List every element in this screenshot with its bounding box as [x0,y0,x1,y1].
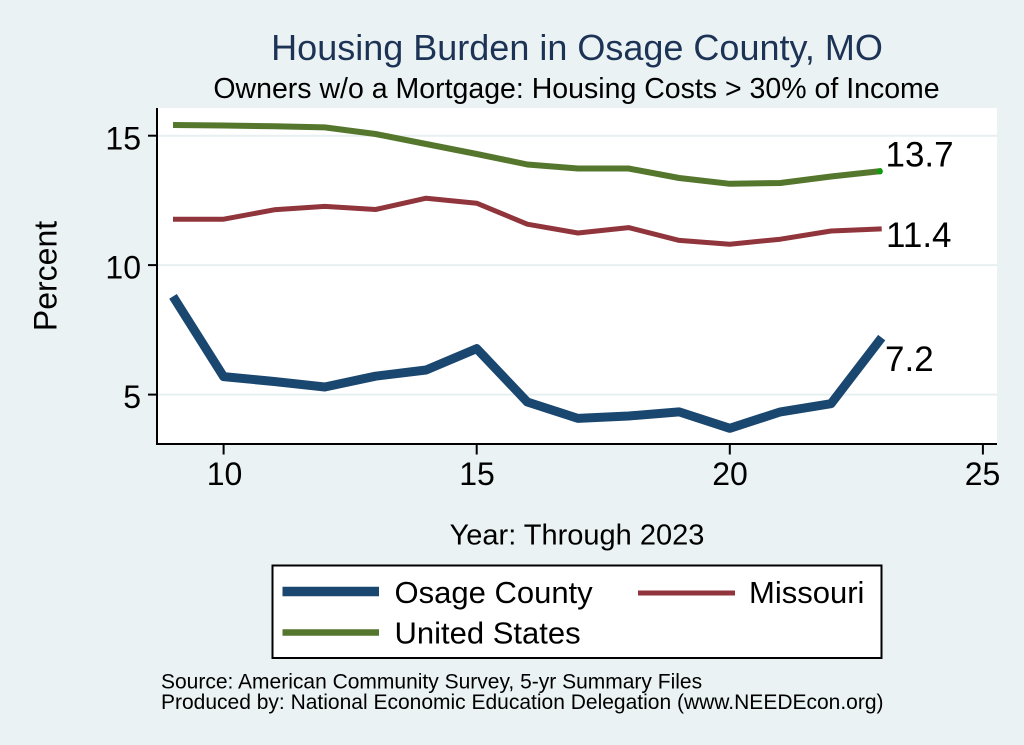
svg-text:United States: United States [395,616,581,651]
svg-text:Missouri: Missouri [749,575,864,610]
svg-text:20: 20 [712,456,748,492]
svg-text:15: 15 [105,120,141,156]
svg-text:Produced by: National Economic: Produced by: National Economic Education… [161,691,884,714]
svg-text:Osage County: Osage County [395,575,594,610]
svg-text:Year: Through 2023: Year: Through 2023 [450,520,705,552]
svg-text:Housing Burden in Osage County: Housing Burden in Osage County, MO [271,27,883,68]
svg-text:25: 25 [965,456,1001,492]
svg-text:10: 10 [207,456,243,492]
svg-text:Owners w/o a Mortgage: Housing: Owners w/o a Mortgage: Housing Costs > 3… [213,73,939,105]
svg-text:Percent: Percent [28,221,64,331]
svg-text:15: 15 [459,456,495,492]
svg-text:11.4: 11.4 [886,216,952,255]
svg-text:Source: American Community Sur: Source: American Community Survey, 5-yr … [161,671,702,694]
svg-text:7.2: 7.2 [885,340,934,379]
svg-text:5: 5 [123,379,141,415]
svg-text:10: 10 [105,250,141,286]
svg-text:13.7: 13.7 [886,136,954,175]
